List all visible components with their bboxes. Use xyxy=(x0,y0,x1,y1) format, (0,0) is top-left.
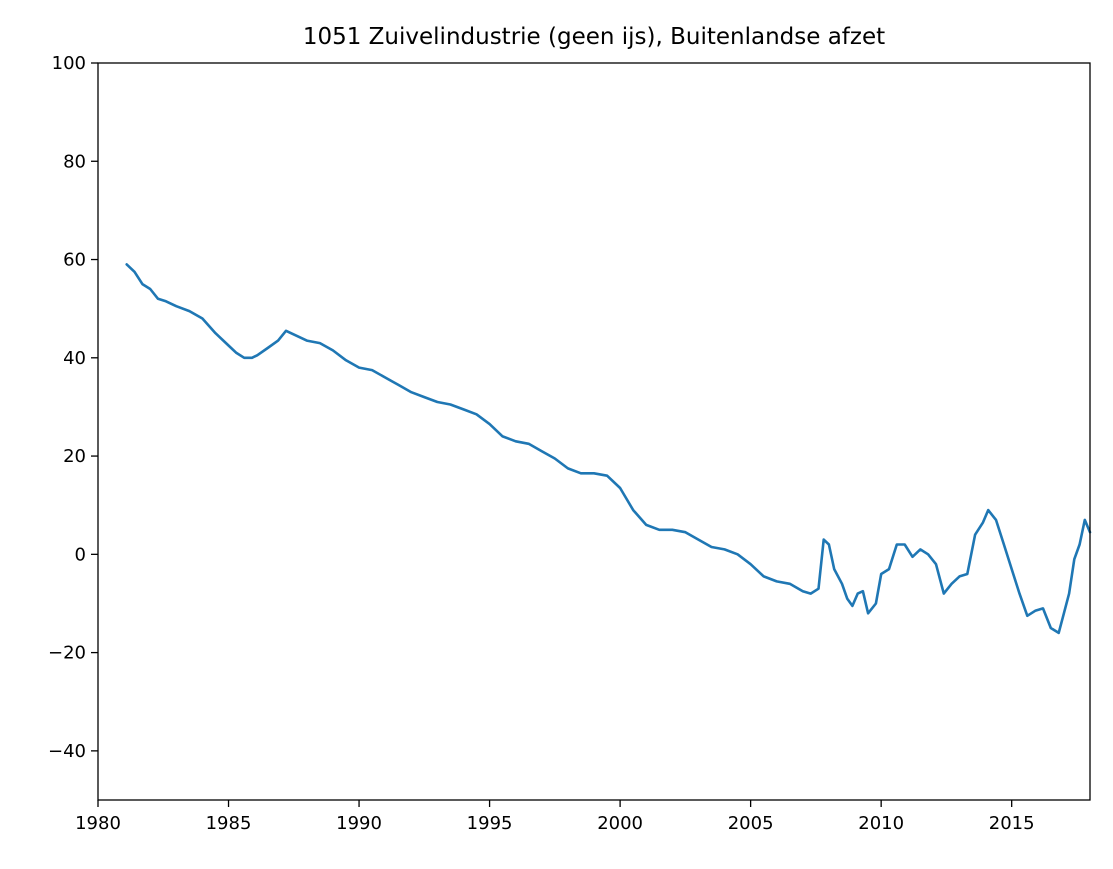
x-tick-label: 2000 xyxy=(597,813,643,834)
series-layer xyxy=(125,263,1092,635)
y-axis: −40 −20 0 20 40 60 80 100 xyxy=(48,53,98,762)
x-tick-label: 1990 xyxy=(336,813,382,834)
y-tick-label: −20 xyxy=(48,643,86,664)
y-tick-label: 0 xyxy=(75,544,86,565)
y-tick-label: −40 xyxy=(48,741,86,762)
y-tick-label: 100 xyxy=(52,53,86,74)
x-tick-label: 2010 xyxy=(858,813,904,834)
x-tick-label: 1995 xyxy=(467,813,513,834)
plot-frame xyxy=(97,62,1091,801)
x-axis: 1980 1985 1990 1995 2000 2005 2010 2015 xyxy=(75,800,1035,834)
chart-title: 1051 Zuivelindustrie (geen ijs), Buitenl… xyxy=(303,24,885,50)
x-tick-label: 1985 xyxy=(206,813,252,834)
x-tick-label: 2005 xyxy=(728,813,774,834)
x-tick-label: 2015 xyxy=(989,813,1035,834)
x-tick-label: 1980 xyxy=(75,813,121,834)
y-tick-label: 20 xyxy=(63,446,86,467)
y-tick-label: 60 xyxy=(63,250,86,271)
y-tick-label: 40 xyxy=(63,348,86,369)
y-tick-label: 80 xyxy=(63,151,86,172)
series-line xyxy=(125,263,1092,635)
